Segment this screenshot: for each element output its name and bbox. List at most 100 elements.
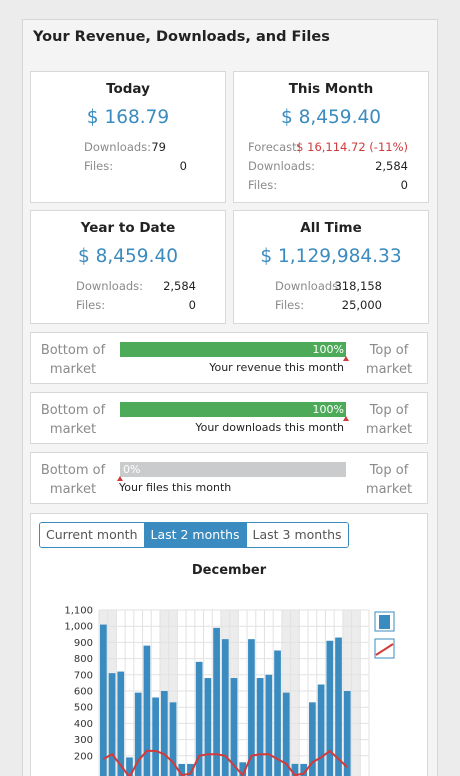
revenue-bar (309, 702, 316, 776)
y-tick-label: 1,100 (64, 606, 93, 617)
revenue-bar (160, 691, 168, 776)
revenue-progress-percent: 100% (312, 343, 344, 356)
today-title: Today (106, 81, 150, 97)
this-month-amount: $ 8,459.40 (280, 107, 382, 128)
this-month-downloads-label: Downloads: (248, 159, 316, 173)
rank-right-label: Top of market (365, 343, 413, 377)
chart-card: Current month Last 2 months Last 3 month… (30, 513, 428, 776)
revenue-bar (100, 624, 107, 776)
tab-current-month[interactable]: Current month (40, 523, 145, 547)
y-tick-label: 800 (74, 654, 93, 665)
this-month-card: This Month $ 8,459.40 Forecast: $ 16,114… (233, 71, 429, 203)
revenue-bar (326, 640, 334, 776)
y-tick-label: 700 (74, 670, 93, 681)
files-progress-percent: 0% (123, 463, 141, 476)
y-tick-label: 900 (74, 638, 93, 649)
revenue-bar (221, 639, 229, 776)
ytd-amount: $ 8,459.40 (77, 246, 179, 267)
today-card: Today $ 168.79 Downloads: 79 Files: 0 (30, 71, 226, 203)
revenue-chart: 1,100 1,000 900 800 700 600 500 400 300 200 (64, 606, 395, 776)
year-to-date-card: Year to Date $ 8,459.40 Downloads: 2,584… (30, 210, 226, 324)
revenue-bar (239, 762, 247, 776)
y-tick-label: 500 (74, 703, 93, 714)
revenue-bar (291, 763, 299, 776)
revenue-bar (213, 627, 220, 776)
forecast-value: $ 16,114.72 (-11%) (296, 140, 408, 154)
y-tick-label: 1,000 (64, 622, 93, 633)
revenue-bar (178, 763, 186, 776)
ytd-files-value: 0 (188, 298, 196, 312)
ytd-title: Year to Date (80, 220, 176, 236)
revenue-bar (256, 678, 264, 776)
revenue-bar (317, 684, 325, 776)
this-month-files-value: 0 (400, 178, 408, 192)
today-downloads-label: Downloads: (84, 140, 152, 154)
rank-right-label: Top of market (365, 403, 413, 437)
revenue-progress-bar: 100% (120, 342, 346, 357)
files-marker-icon (117, 476, 123, 481)
revenue-rank: Bottom of market 100% Your revenue this … (30, 332, 428, 384)
files-progress-bar: 0% (120, 462, 346, 477)
this-month-files-label: Files: (248, 178, 278, 192)
bar-legend-swatch (379, 615, 390, 629)
revenue-bar (274, 650, 281, 776)
all-time-files-value: 25,000 (341, 298, 382, 312)
today-files-label: Files: (84, 159, 114, 173)
downloads-line (102, 749, 348, 776)
all-time-downloads-label: Downloads: (275, 279, 343, 293)
y-tick-label: 600 (74, 687, 93, 698)
tab-last-3-months[interactable]: Last 3 months (246, 523, 348, 547)
downloads-progress-percent: 100% (312, 403, 344, 416)
revenue-bar (300, 763, 308, 776)
chart-title: December (191, 563, 267, 578)
revenue-panel: Your Revenue, Downloads, and Files Today… (22, 19, 438, 776)
ytd-files-label: Files: (76, 298, 106, 312)
all-time-files-label: Files: (275, 298, 305, 312)
rank-left-label: Bottom of market (40, 403, 106, 437)
revenue-bar (195, 661, 203, 776)
all-time-downloads-value: 318,158 (334, 279, 382, 293)
revenue-bar (108, 673, 116, 776)
revenue-bar (230, 678, 238, 776)
ytd-downloads-label: Downloads: (76, 279, 144, 293)
revenue-bar (134, 692, 142, 776)
this-month-title: This Month (288, 81, 374, 97)
revenue-bar (248, 639, 255, 776)
weekend-band (351, 610, 361, 776)
forecast-label: Forecast: (248, 140, 301, 154)
downloads-rank-caption: Your downloads this month (195, 421, 344, 434)
panel-title: Your Revenue, Downloads, and Files (33, 29, 330, 45)
today-amount: $ 168.79 (86, 107, 170, 128)
revenue-bar (343, 691, 351, 776)
revenue-bar (126, 757, 133, 776)
today-files-value: 0 (179, 159, 187, 173)
rank-left-label: Bottom of market (40, 343, 106, 377)
revenue-bar (282, 692, 290, 776)
line-legend-swatch (375, 643, 394, 656)
revenue-marker-icon (343, 356, 349, 361)
revenue-bar (204, 678, 212, 776)
y-tick-label: 400 (74, 719, 93, 730)
downloads-rank: Bottom of market 100% Your downloads thi… (30, 392, 428, 444)
this-month-downloads-value: 2,584 (375, 159, 408, 173)
downloads-progress-fill (120, 402, 346, 417)
revenue-bar (152, 697, 159, 776)
rank-left-label: Bottom of market (40, 463, 106, 497)
tab-last-2-months[interactable]: Last 2 months (144, 523, 247, 547)
revenue-progress-fill (120, 342, 346, 357)
ytd-downloads-value: 2,584 (163, 279, 196, 293)
revenue-bar (143, 645, 151, 776)
today-downloads-value: 79 (151, 140, 166, 154)
weekend-band (290, 610, 300, 776)
revenue-bar (335, 637, 342, 776)
revenue-bar (187, 763, 194, 776)
all-time-amount: $ 1,129,984.33 (260, 246, 402, 267)
revenue-bar (265, 674, 273, 776)
revenue-bar (117, 671, 125, 776)
y-tick-label: 200 (74, 751, 93, 762)
all-time-card: All Time $ 1,129,984.33 Downloads: 318,1… (233, 210, 429, 324)
weekend-band (168, 610, 178, 776)
revenue-rank-caption: Your revenue this month (209, 361, 344, 374)
y-tick-label: 300 (74, 735, 93, 746)
downloads-marker-icon (343, 416, 349, 421)
